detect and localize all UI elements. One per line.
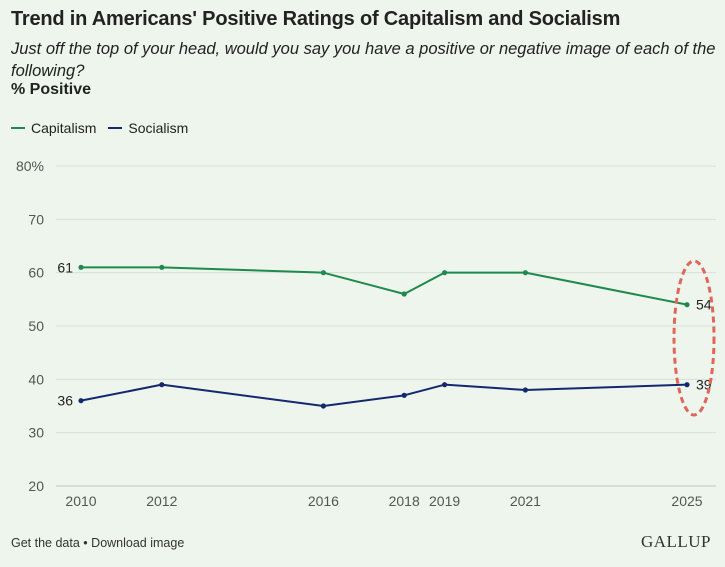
x-tick-label: 2021 [510, 493, 541, 509]
capitalism-point [320, 270, 326, 276]
capitalism-point [401, 291, 407, 297]
unit-label: % Positive [11, 81, 92, 98]
footer-separator: • [83, 536, 88, 550]
footer-links: Get the data • Download image [11, 536, 184, 550]
data-label: 54 [696, 297, 712, 313]
legend-label-capitalism: Capitalism [31, 120, 97, 136]
capitalism-point [522, 270, 529, 276]
socialism-point [159, 382, 165, 388]
capitalism-point [78, 264, 84, 270]
x-tick-label: 2010 [65, 493, 96, 509]
socialism-point [522, 387, 529, 393]
y-tick-label: 70 [28, 211, 44, 227]
y-tick-label: 60 [28, 265, 44, 281]
socialism-point [320, 403, 326, 409]
y-tick-label: 50 [28, 318, 44, 334]
chart-subtitle: Just off the top of your head, would you… [11, 40, 716, 80]
capitalism-point [159, 264, 165, 270]
data-label: 61 [57, 259, 73, 275]
gallup-logo: GALLUP [640, 532, 711, 551]
socialism-line [80, 383, 688, 407]
socialism-point [684, 382, 690, 388]
y-tick-label: 80% [16, 158, 44, 174]
x-tick-label: 2019 [429, 493, 460, 509]
y-tick-label: 30 [28, 425, 44, 441]
legend-swatch-capitalism [11, 127, 25, 129]
x-tick-label: 2025 [671, 493, 702, 509]
legend-item-capitalism: Capitalism [11, 120, 96, 136]
x-tick-label: 2012 [146, 493, 177, 509]
x-tick-label: 2016 [308, 493, 339, 509]
legend-item-socialism: Socialism [108, 120, 188, 136]
capitalism-point [684, 302, 690, 308]
download-image-link[interactable]: Download image [91, 536, 185, 550]
capitalism-point [442, 270, 448, 276]
get-data-link[interactable]: Get the data [11, 536, 80, 550]
socialism-point [401, 392, 407, 398]
highlight-ellipse [672, 259, 716, 417]
legend-label-socialism: Socialism [128, 120, 189, 136]
socialism-point [442, 382, 448, 388]
y-tick-label: 40 [28, 371, 44, 387]
chart-title: Trend in Americans' Positive Ratings of … [11, 8, 621, 30]
legend: Capitalism Socialism [11, 120, 200, 136]
data-label: 36 [57, 393, 73, 409]
y-tick-label: 20 [28, 478, 44, 494]
socialism-point [78, 398, 84, 404]
x-tick-label: 2018 [389, 493, 420, 509]
legend-swatch-socialism [108, 127, 123, 129]
